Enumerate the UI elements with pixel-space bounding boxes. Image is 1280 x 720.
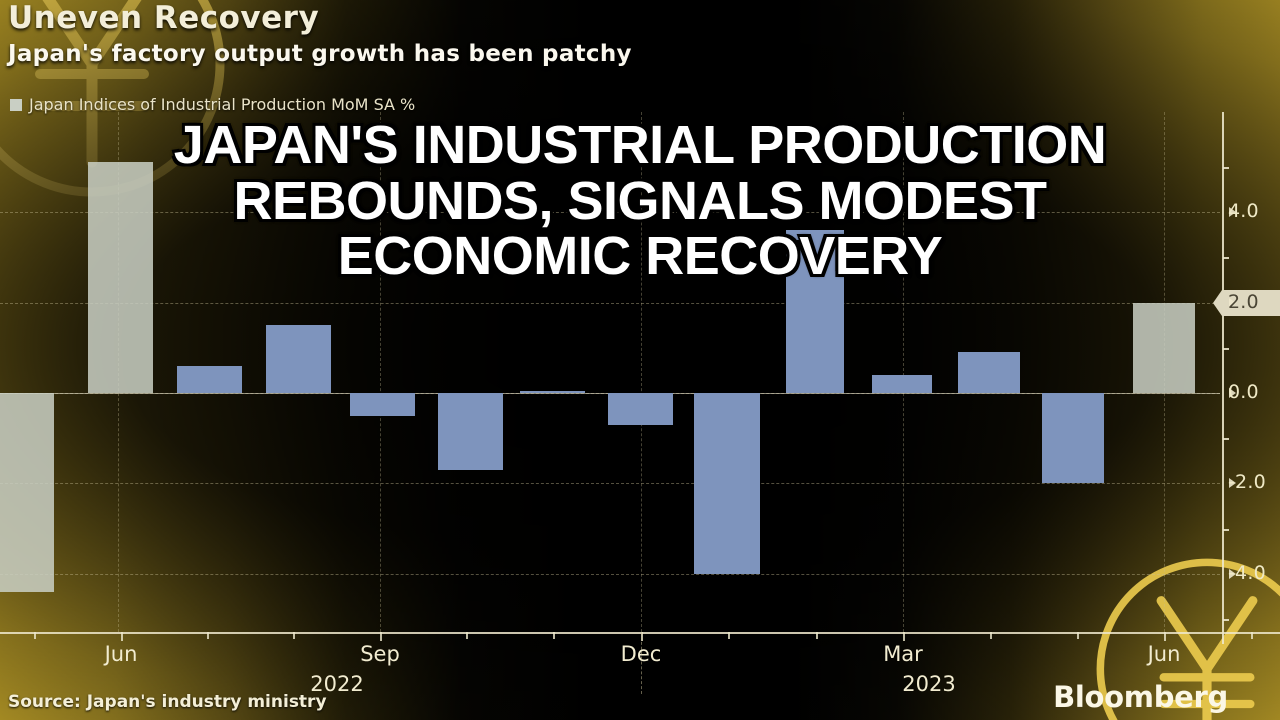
x-axis-tick (380, 632, 382, 641)
chart-legend: Japan Indices of Industrial Production M… (10, 95, 415, 114)
bar-feb-2023 (872, 374, 932, 393)
y-axis-label: -4.0 (1228, 561, 1266, 584)
y-axis-tick-arrow (1229, 388, 1236, 398)
gridline-horizontal (0, 302, 1220, 304)
bar-nov-2022 (608, 393, 673, 425)
gridline-horizontal (0, 212, 1220, 214)
x-axis-month-label: Sep (360, 642, 400, 666)
y-axis-minor-tick (1223, 438, 1229, 441)
bar-sep-2022 (438, 393, 503, 470)
bar-jan-2023 (786, 230, 844, 393)
x-axis-year-label: 2022 (310, 672, 364, 696)
x-axis-month-label: Jun (1147, 642, 1181, 666)
y-axis-label: 0.0 (1228, 381, 1259, 403)
chart-subtitle: Japan's factory output growth has been p… (8, 40, 632, 67)
bar-dec-2022 (694, 393, 760, 574)
x-axis-minor-tick (990, 632, 992, 639)
plot-area (0, 112, 1280, 632)
y-axis-label: 4.0 (1228, 200, 1259, 223)
chart-kicker-title: Uneven Recovery (8, 0, 320, 36)
gridline-vertical (380, 112, 381, 632)
y-axis-minor-tick (1223, 619, 1229, 621)
bar-jun-2022 (177, 365, 242, 393)
x-axis-minor-tick (1077, 632, 1079, 639)
y-axis-line (1222, 112, 1224, 644)
x-axis-tick (121, 632, 123, 641)
legend-swatch-icon (10, 98, 22, 111)
gridline-vertical (903, 112, 904, 632)
x-axis-month-label: Jun (104, 642, 138, 666)
x-axis-minor-tick (816, 632, 818, 639)
y-axis-tick-arrow (1229, 478, 1236, 489)
y-axis-minor-tick (1223, 528, 1229, 531)
x-axis: Jun Sep Dec Mar Jun 2022 2023 (0, 632, 1280, 720)
y-axis-minor-tick (1223, 347, 1229, 350)
bar-chart: 4.0 2.0 0.0 -2.0 -4.0 (0, 112, 1280, 644)
x-axis-minor-tick (293, 632, 295, 639)
bar-may-2023 (1133, 302, 1195, 393)
y-axis-value-marker (1213, 289, 1280, 316)
x-axis-minor-tick (34, 632, 36, 639)
chart-header: Uneven Recovery Japan's factory output g… (8, 2, 1008, 67)
x-axis-minor-tick (553, 632, 555, 639)
gridline-horizontal (0, 573, 1220, 575)
x-axis-minor-tick (207, 632, 209, 639)
x-axis-year-label: 2023 (902, 672, 956, 696)
x-axis-minor-tick (728, 632, 730, 639)
y-axis-label: -2.0 (1228, 471, 1266, 494)
bar-apr-2023 (1042, 393, 1104, 484)
legend-label: Japan Indices of Industrial Production M… (29, 95, 416, 114)
y-axis-tick-arrow (1229, 568, 1236, 579)
x-axis-month-label: Mar (883, 642, 923, 666)
bar-apr-2022 (0, 393, 54, 592)
bar-may-2022 (88, 162, 153, 393)
bloomberg-logo: Bloomberg (1053, 680, 1228, 714)
source-note: Source: Japan's industry ministry (8, 692, 327, 712)
gridline-horizontal (0, 483, 1220, 485)
x-axis-minor-tick (1251, 632, 1253, 639)
y-axis-label: 2.0 (1228, 290, 1259, 313)
bar-jul-2022 (266, 325, 331, 393)
x-axis-tick (641, 632, 643, 641)
bar-mar-2023 (958, 352, 1020, 393)
bar-aug-2022 (350, 393, 415, 416)
bar-oct-2022 (520, 390, 585, 393)
x-axis-year-separator (641, 632, 642, 694)
y-axis-minor-tick (1223, 167, 1229, 169)
y-axis-minor-tick (1223, 257, 1229, 260)
x-axis-minor-tick (466, 632, 468, 639)
y-axis-tick-arrow (1229, 297, 1236, 308)
x-axis-line (0, 632, 1280, 634)
y-axis-tick-arrow (1229, 207, 1236, 218)
gridline-vertical (641, 112, 642, 632)
x-axis-tick (1164, 632, 1166, 641)
x-axis-tick (903, 632, 905, 641)
